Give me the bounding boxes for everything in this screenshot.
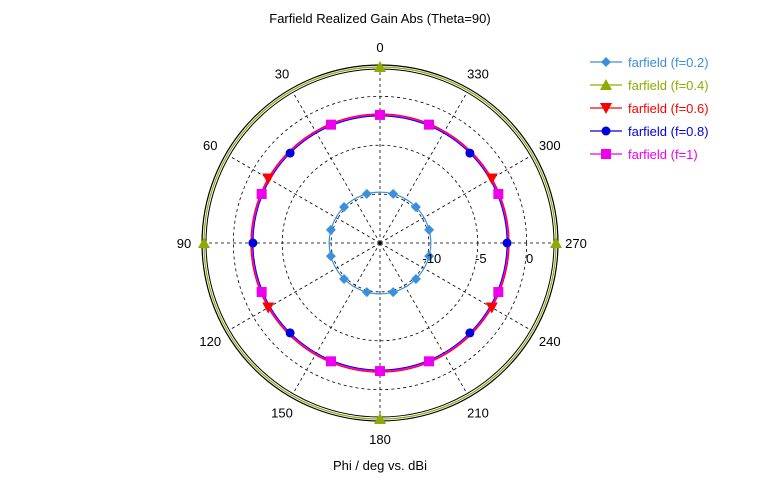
series-marker	[325, 224, 336, 235]
series-marker	[465, 148, 475, 158]
radial-tick-label: 0	[526, 251, 533, 266]
legend-entry: farfield (f=0.4)	[628, 78, 709, 93]
grid-spoke	[379, 242, 531, 331]
series-marker	[361, 287, 372, 298]
series-marker	[361, 188, 372, 199]
series-marker	[485, 302, 498, 314]
series-marker	[424, 224, 435, 235]
grid-spoke	[379, 155, 531, 244]
series-marker	[465, 328, 475, 338]
series-marker	[374, 61, 386, 72]
series-marker	[374, 413, 386, 424]
axis-labels: 0 30 60 90 120 150 180 210 240 270 300 330 -10 -5 0	[177, 40, 587, 447]
angle-tick-label: 90	[177, 236, 191, 251]
series-marker	[375, 109, 385, 120]
series-marker	[262, 173, 275, 185]
series-marker	[339, 202, 350, 213]
series-marker	[600, 79, 612, 90]
series-marker	[493, 188, 504, 199]
series-marker	[256, 188, 267, 199]
series-marker	[285, 328, 295, 338]
angle-tick-label: 240	[539, 334, 561, 349]
grid-spoke	[229, 155, 381, 244]
series-marker	[502, 238, 512, 248]
grid-spoke	[379, 242, 468, 394]
series-marker	[339, 273, 350, 284]
series-marker	[325, 356, 336, 367]
series-marker	[256, 287, 267, 298]
angle-tick-label: 30	[275, 66, 289, 81]
angle-tick-label: 0	[376, 40, 383, 55]
series-marker	[493, 287, 504, 298]
series-marker	[388, 188, 399, 199]
legend-entry: farfield (f=0.8)	[628, 124, 709, 139]
angle-tick-label: 60	[203, 138, 217, 153]
series-marker	[600, 103, 612, 114]
series-marker	[198, 237, 210, 248]
legend-entry: farfield (f=0.6)	[628, 101, 709, 116]
series-marker	[485, 173, 498, 185]
grid-spoke	[292, 92, 381, 244]
grid-spoke	[292, 242, 381, 394]
legend-entry: farfield (f=0.2)	[628, 55, 709, 70]
x-axis-label: Phi / deg vs. dBi	[333, 458, 427, 473]
angle-tick-label: 330	[467, 66, 489, 81]
angle-tick-label: 270	[565, 236, 587, 251]
angle-tick-label: 150	[271, 406, 293, 421]
series-marker	[285, 148, 295, 158]
series-marker	[424, 251, 435, 262]
series-marker	[325, 119, 336, 130]
grid-spoke	[229, 242, 381, 331]
series-line	[328, 191, 432, 295]
series-marker	[550, 237, 562, 248]
series-marker	[601, 126, 611, 136]
series-marker	[248, 238, 258, 248]
legend: farfield (f=0.2) farfield (f=0.4) farfield…	[590, 55, 709, 162]
grid-spoke	[379, 92, 468, 244]
radial-tick-label: -5	[475, 251, 487, 266]
series-marker	[375, 366, 385, 377]
series-marker	[410, 273, 421, 284]
chart-title: Farfield Realized Gain Abs (Theta=90)	[269, 11, 490, 26]
angle-tick-label: 210	[467, 406, 489, 421]
series-marker	[424, 119, 435, 130]
series-marker	[601, 149, 611, 159]
legend-entry: farfield (f=1)	[628, 147, 698, 162]
series-marker	[424, 356, 435, 367]
series-marker	[410, 202, 421, 213]
series-marker	[325, 251, 336, 262]
angle-tick-label: 300	[539, 138, 561, 153]
angle-tick-label: 180	[369, 432, 391, 447]
radial-tick-label: -10	[422, 251, 441, 266]
series-marker	[388, 287, 399, 298]
series-group	[198, 61, 562, 424]
angle-tick-label: 120	[199, 334, 221, 349]
series-marker	[262, 302, 275, 314]
series-marker	[601, 57, 611, 67]
